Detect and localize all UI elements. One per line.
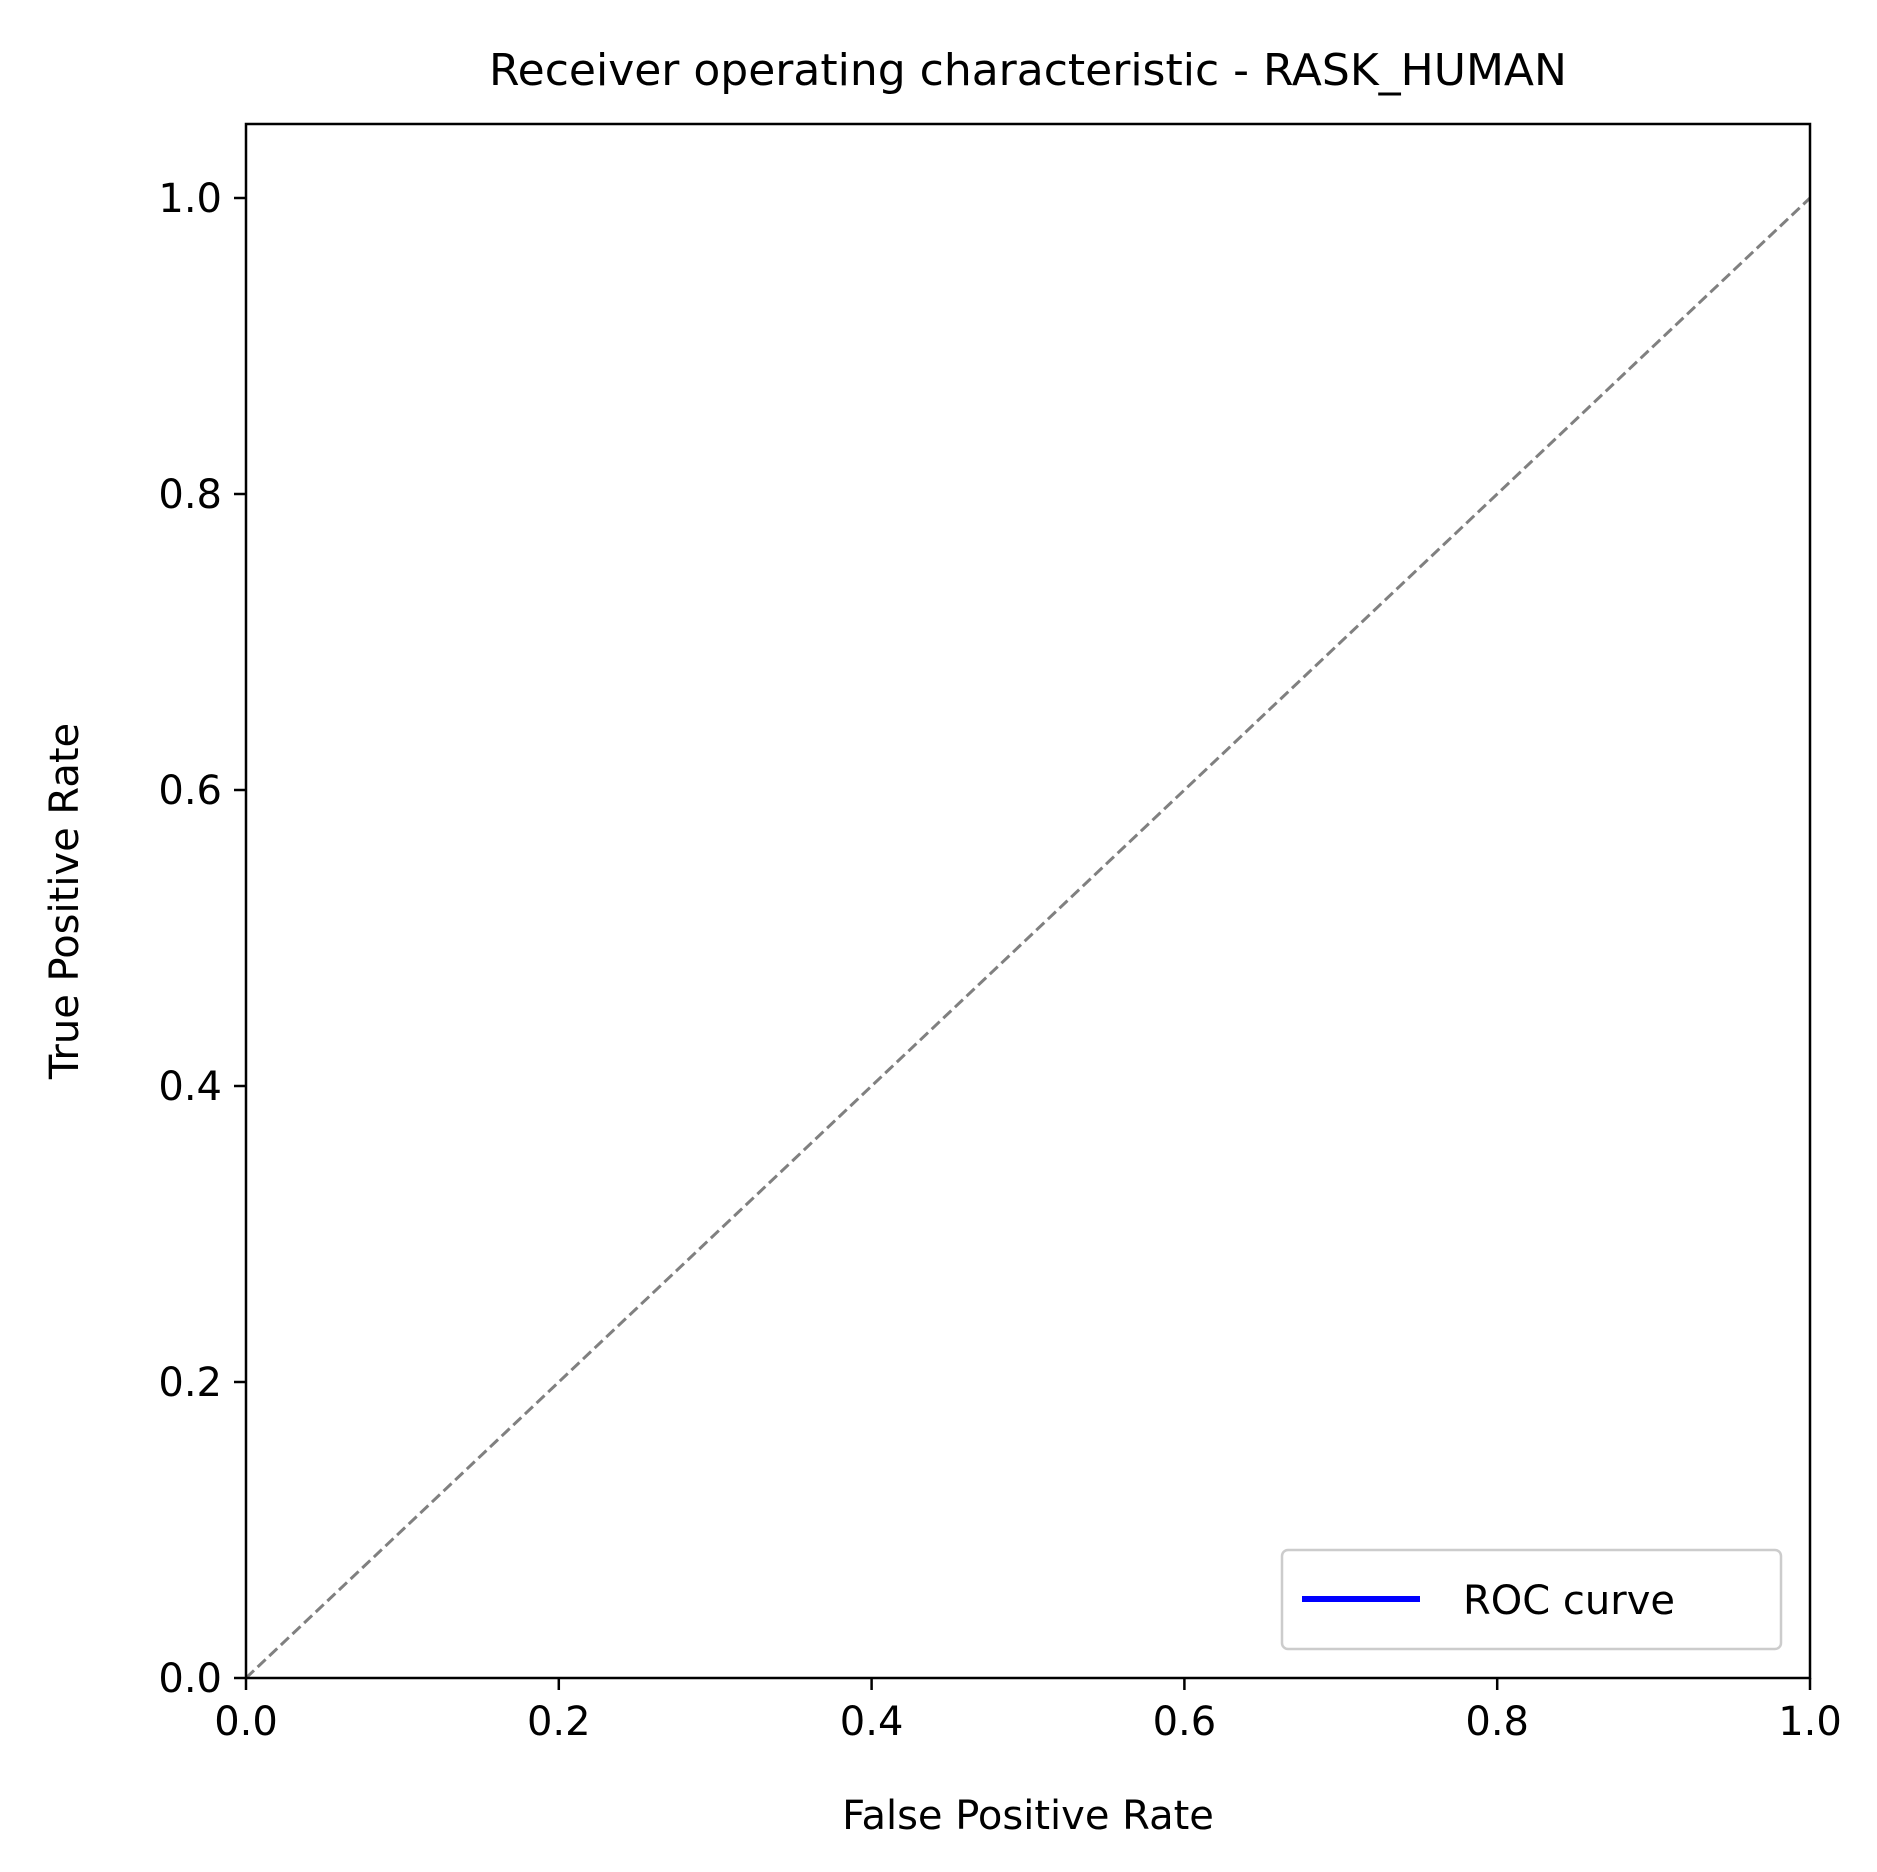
legend: ROC curve [1280, 1548, 1783, 1651]
y-tick-label: 0.2 [158, 1360, 222, 1406]
y-tick-label: 0.4 [158, 1064, 222, 1110]
x-tick-label: 0.0 [214, 1699, 278, 1745]
x-tick-label: 0.2 [527, 1699, 591, 1745]
y-tick-label: 0.0 [158, 1656, 222, 1702]
legend-frame [1280, 1548, 1783, 1651]
y-axis-label: True Positive Rate [42, 723, 88, 1080]
x-axis-label: False Positive Rate [842, 1793, 1214, 1839]
chart-title: Receiver operating characteristic - RASK… [489, 45, 1567, 96]
x-tick-label: 0.6 [1153, 1699, 1217, 1745]
x-tick-label: 0.8 [1465, 1699, 1529, 1745]
y-tick-label: 0.6 [158, 768, 222, 814]
x-tick-label: 0.4 [840, 1699, 904, 1745]
axis-ticks: 0.0 0.2 0.4 0.6 0.8 1.0 0.0 0.2 0.4 0.6 0.8 1.0 [158, 176, 1841, 1745]
legend-roc-curve-label: ROC curve [1463, 1578, 1675, 1624]
y-tick-label: 0.8 [158, 472, 222, 518]
plot-area-frame [244, 122, 1812, 1680]
x-tick-label: 1.0 [1778, 1699, 1842, 1745]
plot-data [244, 196, 1812, 1680]
y-tick-label: 1.0 [158, 176, 222, 222]
diagonal-reference-line [244, 196, 1812, 1680]
